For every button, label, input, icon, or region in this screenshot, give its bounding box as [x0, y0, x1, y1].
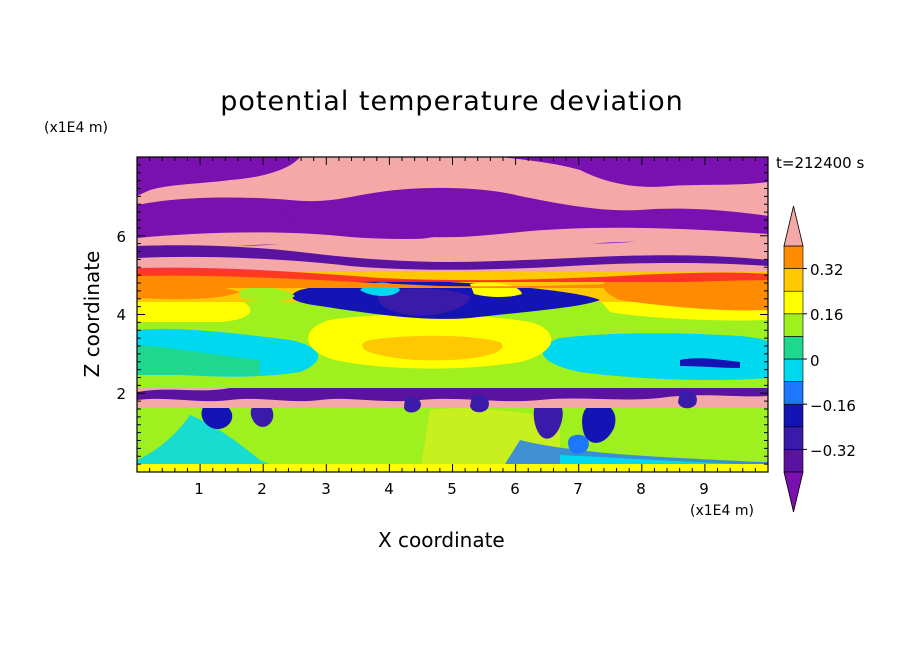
lower-cold-streak — [137, 415, 440, 472]
contour-field — [137, 157, 768, 472]
upper-cold-core — [378, 288, 470, 316]
middle-turquoise — [137, 345, 260, 375]
colorbar-segment — [783, 268, 804, 292]
colorbar-segment — [783, 245, 804, 269]
chart-title: potential temperature deviation — [220, 86, 684, 117]
y-tick-label: 6 — [116, 228, 126, 246]
y-tick-labels: 2 4 6 — [116, 228, 126, 403]
colorbar-segment — [783, 381, 804, 405]
y-tick-label: 2 — [116, 385, 126, 403]
middle-cyan-right — [542, 333, 768, 380]
colorbar — [783, 205, 807, 513]
middle-yellow-left — [137, 300, 251, 322]
x-tick-label: 8 — [636, 480, 646, 498]
x-axis-label: X coordinate — [378, 528, 505, 552]
middle-orange-core — [362, 335, 503, 361]
x-axis-unit: (x1E4 m) — [690, 503, 754, 519]
shear-eddy-b — [470, 394, 489, 413]
colorbar-segment — [783, 449, 804, 473]
colorbar-under-arrow — [783, 471, 804, 513]
x-tick-label: 3 — [321, 480, 331, 498]
colorbar-label: 0 — [810, 352, 820, 370]
colorbar-segment — [783, 313, 804, 337]
x-tick-label: 9 — [699, 480, 709, 498]
x-tick-label: 7 — [573, 480, 583, 498]
top-purple-cap-left — [137, 157, 300, 196]
colorbar-segment — [783, 403, 804, 428]
y-tick-label: 4 — [116, 306, 126, 324]
x-tick-label: 4 — [384, 480, 394, 498]
top-purple-cap-right — [500, 157, 768, 187]
colorbar-label: −0.16 — [810, 397, 856, 415]
colorbar-label: 0.32 — [810, 261, 843, 279]
colorbar-label: 0.16 — [810, 306, 843, 324]
top-transition-orange — [137, 275, 768, 288]
lower-eddy-4 — [582, 403, 616, 443]
y-axis-unit: (x1E4 m) — [44, 120, 108, 136]
x-tick-labels: 1 2 3 4 5 6 7 8 9 — [194, 480, 709, 498]
top-pink-wisp — [137, 256, 768, 272]
colorbar-segment — [783, 426, 804, 450]
x-tick-label: 6 — [510, 480, 520, 498]
colorbar-segment — [783, 290, 804, 315]
top-pink-lens — [280, 199, 547, 238]
colorbar-label: −0.32 — [810, 442, 856, 460]
colorbar-segment — [783, 336, 804, 360]
shear-eddy-a — [404, 396, 421, 413]
lower-eddy-2 — [250, 403, 274, 427]
lower-eddy-5 — [568, 434, 589, 454]
time-stamp: t=212400 s — [776, 154, 865, 172]
x-tick-label: 2 — [257, 480, 267, 498]
top-transition — [137, 267, 768, 282]
plot-frame — [136, 156, 769, 473]
axis-ticks — [137, 157, 769, 472]
colorbar-segment — [783, 358, 804, 382]
x-tick-label: 1 — [194, 480, 204, 498]
top-pink-strip — [137, 227, 768, 254]
shear-eddy-c — [678, 390, 697, 409]
colorbar-labels: 0.32 0.16 0 −0.16 −0.32 — [810, 261, 856, 460]
y-axis-label: Z coordinate — [80, 250, 104, 378]
middle-blue-streak — [680, 358, 740, 368]
colorbar-over-arrow — [783, 205, 804, 247]
lower-eddy-1 — [201, 402, 233, 430]
x-tick-label: 5 — [447, 480, 457, 498]
upper-green-patch — [240, 287, 295, 303]
